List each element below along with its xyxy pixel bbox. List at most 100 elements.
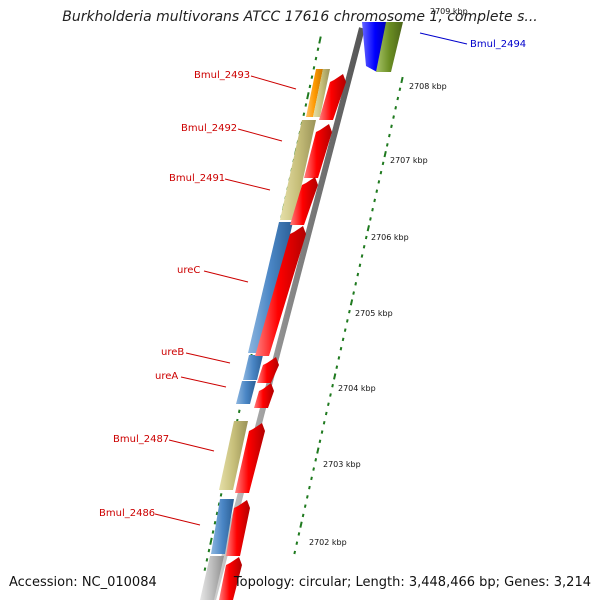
- gene-label-text: ureA: [155, 371, 178, 382]
- leader-line: [154, 513, 201, 526]
- tick-mark: [324, 411, 328, 416]
- tick-mark: [349, 299, 354, 306]
- gene-label-bmul-2487[interactable]: Bmul_2487: [113, 434, 215, 452]
- tick-mark: [306, 495, 309, 499]
- gene-bmul-2487-block: [219, 421, 248, 490]
- leader-line: [250, 75, 297, 90]
- gene-urea-block: [236, 381, 256, 404]
- tick-mark: [329, 393, 332, 397]
- kbp-label-2705: 2705 kbp: [355, 309, 393, 318]
- tick-mark: [310, 476, 313, 481]
- tick-mark: [348, 309, 351, 314]
- tick-mark: [345, 319, 349, 323]
- gene-bmul-2494-block: [362, 22, 388, 72]
- tick-mark: [237, 409, 241, 414]
- tick-mark: [331, 383, 334, 388]
- gene-grey-block: [200, 556, 224, 600]
- tick-mark: [306, 92, 310, 100]
- gene-label-urec[interactable]: ureC: [177, 265, 249, 283]
- leader-line: [180, 376, 227, 388]
- accession-text: Accession: NC_010084: [9, 575, 157, 590]
- kbp-scale: 2709 kbp 2708 kbp 2707 kbp 2706 kbp 2705…: [309, 7, 468, 547]
- tick-mark: [398, 87, 402, 92]
- tick-mark: [379, 170, 383, 175]
- cds-arrow-4: [255, 226, 306, 356]
- topology-summary-text: Topology: circular; Length: 3,448,466 bp…: [233, 575, 591, 590]
- tick-mark: [314, 56, 318, 61]
- tick-mark: [327, 402, 330, 407]
- backbone-track: [210, 27, 365, 600]
- tick-mark: [388, 133, 391, 138]
- gene-label-bmul-2492[interactable]: Bmul_2492: [181, 123, 283, 142]
- gene-label-bmul-2486[interactable]: Bmul_2486: [99, 508, 201, 526]
- gene-bmul-2494-arrow: [376, 22, 403, 72]
- gene-label-text: Bmul_2486: [99, 508, 155, 519]
- map-title: Burkholderia multivorans ATCC 17616 chro…: [62, 9, 538, 25]
- tick-mark: [362, 244, 366, 249]
- tick-mark: [377, 180, 381, 184]
- tick-mark: [369, 217, 372, 221]
- tick-mark: [354, 282, 358, 286]
- gene-label-text: Bmul_2491: [169, 173, 225, 184]
- tick-mark: [343, 328, 347, 332]
- tick-mark: [205, 558, 209, 562]
- tick-mark: [304, 103, 308, 107]
- tick-mark: [364, 235, 368, 240]
- leader-line: [203, 270, 249, 283]
- tick-mark: [358, 263, 362, 268]
- cds-arrow-7: [235, 423, 265, 493]
- gene-label-bmul-2493[interactable]: Bmul_2493: [194, 70, 297, 90]
- tick-mark: [335, 365, 339, 369]
- tick-mark: [337, 356, 341, 360]
- tick-mark: [308, 485, 311, 490]
- tick-mark: [352, 291, 355, 295]
- tick-mark: [316, 47, 320, 52]
- tick-mark: [293, 550, 297, 555]
- tick-mark: [333, 373, 337, 380]
- gene-label-ureb[interactable]: ureB: [161, 347, 231, 364]
- cds-arrow-1: [319, 74, 346, 120]
- leader-line: [237, 128, 283, 142]
- tick-mark: [318, 36, 322, 44]
- gene-label-text: Bmul_2494: [470, 39, 526, 50]
- tick-mark: [217, 502, 221, 506]
- tick-mark: [366, 225, 370, 232]
- tick-mark: [207, 548, 211, 553]
- cds-arrow-6: [254, 383, 274, 408]
- gene-label-text: ureC: [177, 265, 200, 276]
- tick-mark: [219, 493, 223, 497]
- kbp-label-2709: 2709 kbp: [430, 7, 468, 16]
- tick-mark: [371, 207, 374, 212]
- tick-mark: [297, 532, 301, 536]
- tick-mark: [373, 198, 376, 203]
- outer-tick-track: [293, 76, 404, 555]
- cds-arrow-5: [257, 357, 279, 383]
- cds-arrow-3: [290, 177, 318, 225]
- tick-mark: [390, 124, 393, 129]
- tick-mark: [322, 420, 326, 425]
- tick-mark: [360, 254, 364, 258]
- gene-label-bmul-2491[interactable]: Bmul_2491: [169, 173, 271, 191]
- gene-label-text: Bmul_2493: [194, 70, 250, 81]
- cds-arrow-8: [226, 500, 250, 556]
- tick-mark: [381, 161, 385, 166]
- tick-mark: [312, 467, 315, 471]
- kbp-label-2702: 2702 kbp: [309, 538, 347, 547]
- tick-mark: [312, 66, 316, 70]
- tick-mark: [320, 430, 324, 434]
- tick-mark: [318, 439, 322, 444]
- tick-mark: [400, 76, 404, 84]
- gene-bmul-2492-block: [280, 120, 316, 220]
- tick-mark: [341, 337, 345, 342]
- gene-bmul-2486-block: [211, 499, 234, 554]
- kbp-label-2708: 2708 kbp: [409, 82, 447, 91]
- gene-label-bmul-2494[interactable]: Bmul_2494: [419, 32, 526, 50]
- tick-mark: [303, 504, 307, 508]
- tick-mark: [215, 511, 219, 516]
- gene-label-urea[interactable]: ureA: [155, 371, 227, 388]
- kbp-label-2706: 2706 kbp: [371, 233, 409, 242]
- gene-urec-block: [248, 222, 293, 353]
- tick-mark: [316, 447, 320, 454]
- tick-mark: [392, 115, 395, 119]
- leader-line: [419, 32, 468, 45]
